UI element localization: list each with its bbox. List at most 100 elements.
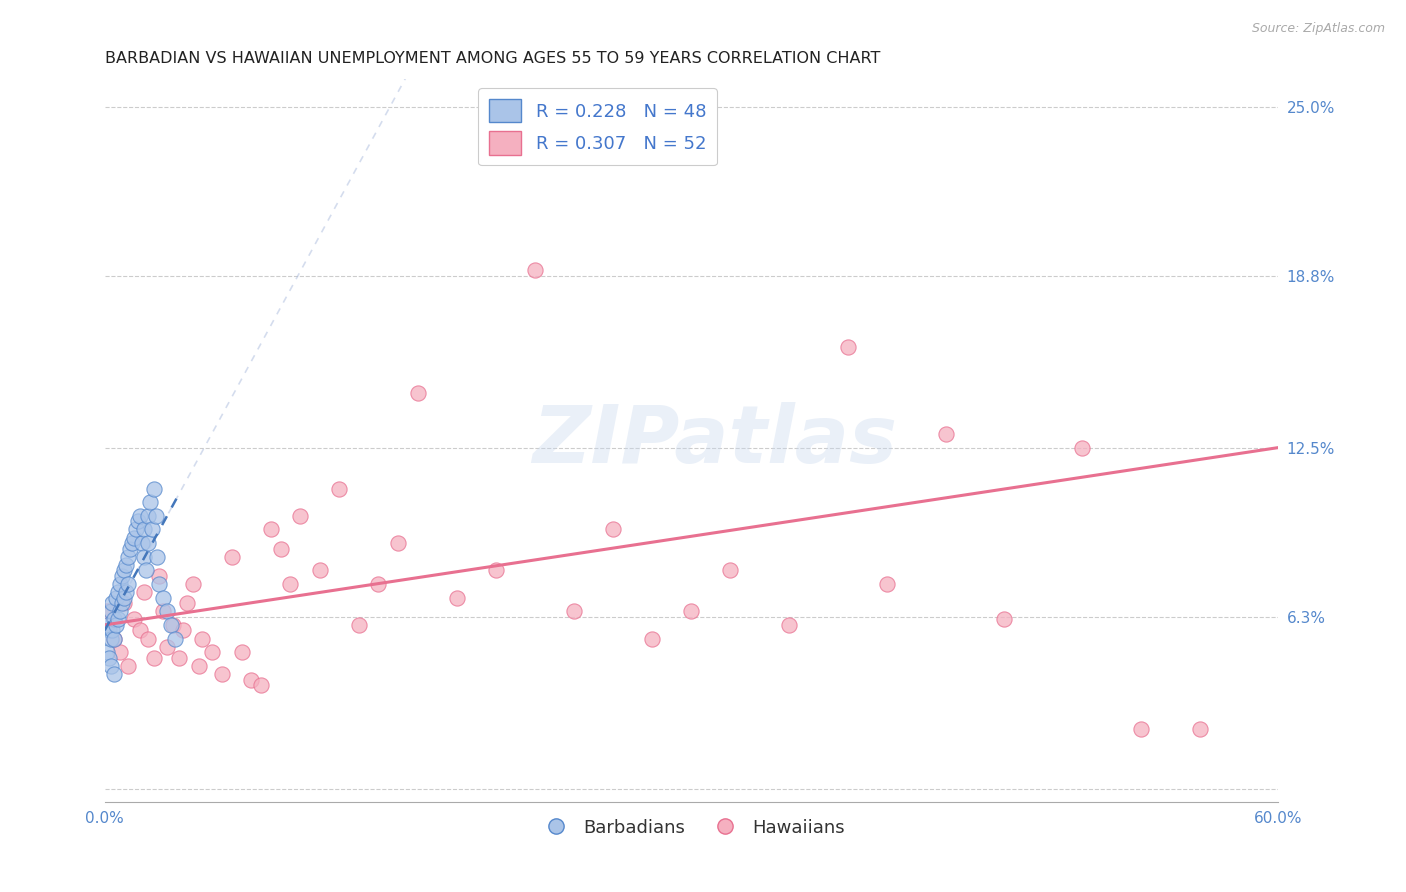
Point [211, 667, 233, 681]
Point [105, 591, 128, 605]
Point [100, 658, 122, 673]
Point [141, 523, 163, 537]
Point [290, 508, 312, 523]
Point [96, 618, 118, 632]
Legend: Barbadians, Hawaiians: Barbadians, Hawaiians [531, 812, 852, 844]
Point [97, 650, 120, 665]
Point [115, 585, 138, 599]
Point [387, 536, 409, 550]
Point [191, 632, 214, 646]
Point [107, 612, 129, 626]
Point [117, 658, 139, 673]
Point [176, 596, 198, 610]
Point [187, 658, 209, 673]
Point [117, 577, 139, 591]
Point [221, 549, 243, 564]
Point [110, 577, 132, 591]
Point [148, 569, 170, 583]
Point [101, 596, 124, 610]
Point [103, 632, 125, 646]
Point [135, 563, 157, 577]
Point [97, 624, 120, 638]
Point [172, 624, 194, 638]
Point [103, 667, 125, 681]
Point [111, 596, 134, 610]
Point [136, 632, 159, 646]
Point [167, 650, 190, 665]
Point [128, 624, 150, 638]
Point [101, 624, 124, 638]
Point [136, 536, 159, 550]
Text: BARBADIAN VS HAWAIIAN UNEMPLOYMENT AMONG AGES 55 TO 59 YEARS CORRELATION CHART: BARBADIAN VS HAWAIIAN UNEMPLOYMENT AMONG… [104, 51, 880, 66]
Point [132, 523, 155, 537]
Point [103, 612, 125, 626]
Point [876, 577, 898, 591]
Point [122, 612, 145, 626]
Point [523, 263, 546, 277]
Point [181, 577, 204, 591]
Point [152, 591, 174, 605]
Point [308, 563, 330, 577]
Point [132, 585, 155, 599]
Point [270, 541, 292, 556]
Point [260, 523, 283, 537]
Point [160, 618, 183, 632]
Point [110, 604, 132, 618]
Point [96, 604, 118, 618]
Point [1188, 722, 1211, 736]
Point [328, 482, 350, 496]
Point [105, 618, 128, 632]
Point [837, 340, 859, 354]
Point [111, 569, 134, 583]
Point [446, 591, 468, 605]
Point [156, 604, 179, 618]
Point [96, 645, 118, 659]
Point [120, 541, 142, 556]
Text: ZIPatlas: ZIPatlas [533, 401, 897, 480]
Point [125, 523, 148, 537]
Point [112, 563, 135, 577]
Text: Source: ZipAtlas.com: Source: ZipAtlas.com [1251, 22, 1385, 36]
Point [128, 508, 150, 523]
Point [641, 632, 664, 646]
Point [115, 558, 138, 572]
Point [136, 508, 159, 523]
Point [1071, 441, 1094, 455]
Point [103, 632, 125, 646]
Point [162, 618, 184, 632]
Point [132, 549, 155, 564]
Point [131, 536, 153, 550]
Point [138, 495, 160, 509]
Point [148, 577, 170, 591]
Point [720, 563, 742, 577]
Point [165, 632, 187, 646]
Point [231, 645, 253, 659]
Point [122, 531, 145, 545]
Point [201, 645, 224, 659]
Point [602, 523, 624, 537]
Point [156, 640, 179, 654]
Point [142, 650, 165, 665]
Point [935, 427, 957, 442]
Point [993, 612, 1015, 626]
Point [367, 577, 389, 591]
Point [100, 632, 122, 646]
Point [562, 604, 585, 618]
Point [107, 585, 129, 599]
Point [100, 604, 122, 618]
Point [127, 514, 149, 528]
Point [280, 577, 302, 591]
Point [146, 549, 169, 564]
Point [142, 482, 165, 496]
Point [1130, 722, 1153, 736]
Point [485, 563, 508, 577]
Point [112, 596, 135, 610]
Point [112, 591, 135, 605]
Point [121, 536, 143, 550]
Point [406, 386, 429, 401]
Point [240, 673, 263, 687]
Point [347, 618, 370, 632]
Point [681, 604, 703, 618]
Point [152, 604, 174, 618]
Point [145, 508, 167, 523]
